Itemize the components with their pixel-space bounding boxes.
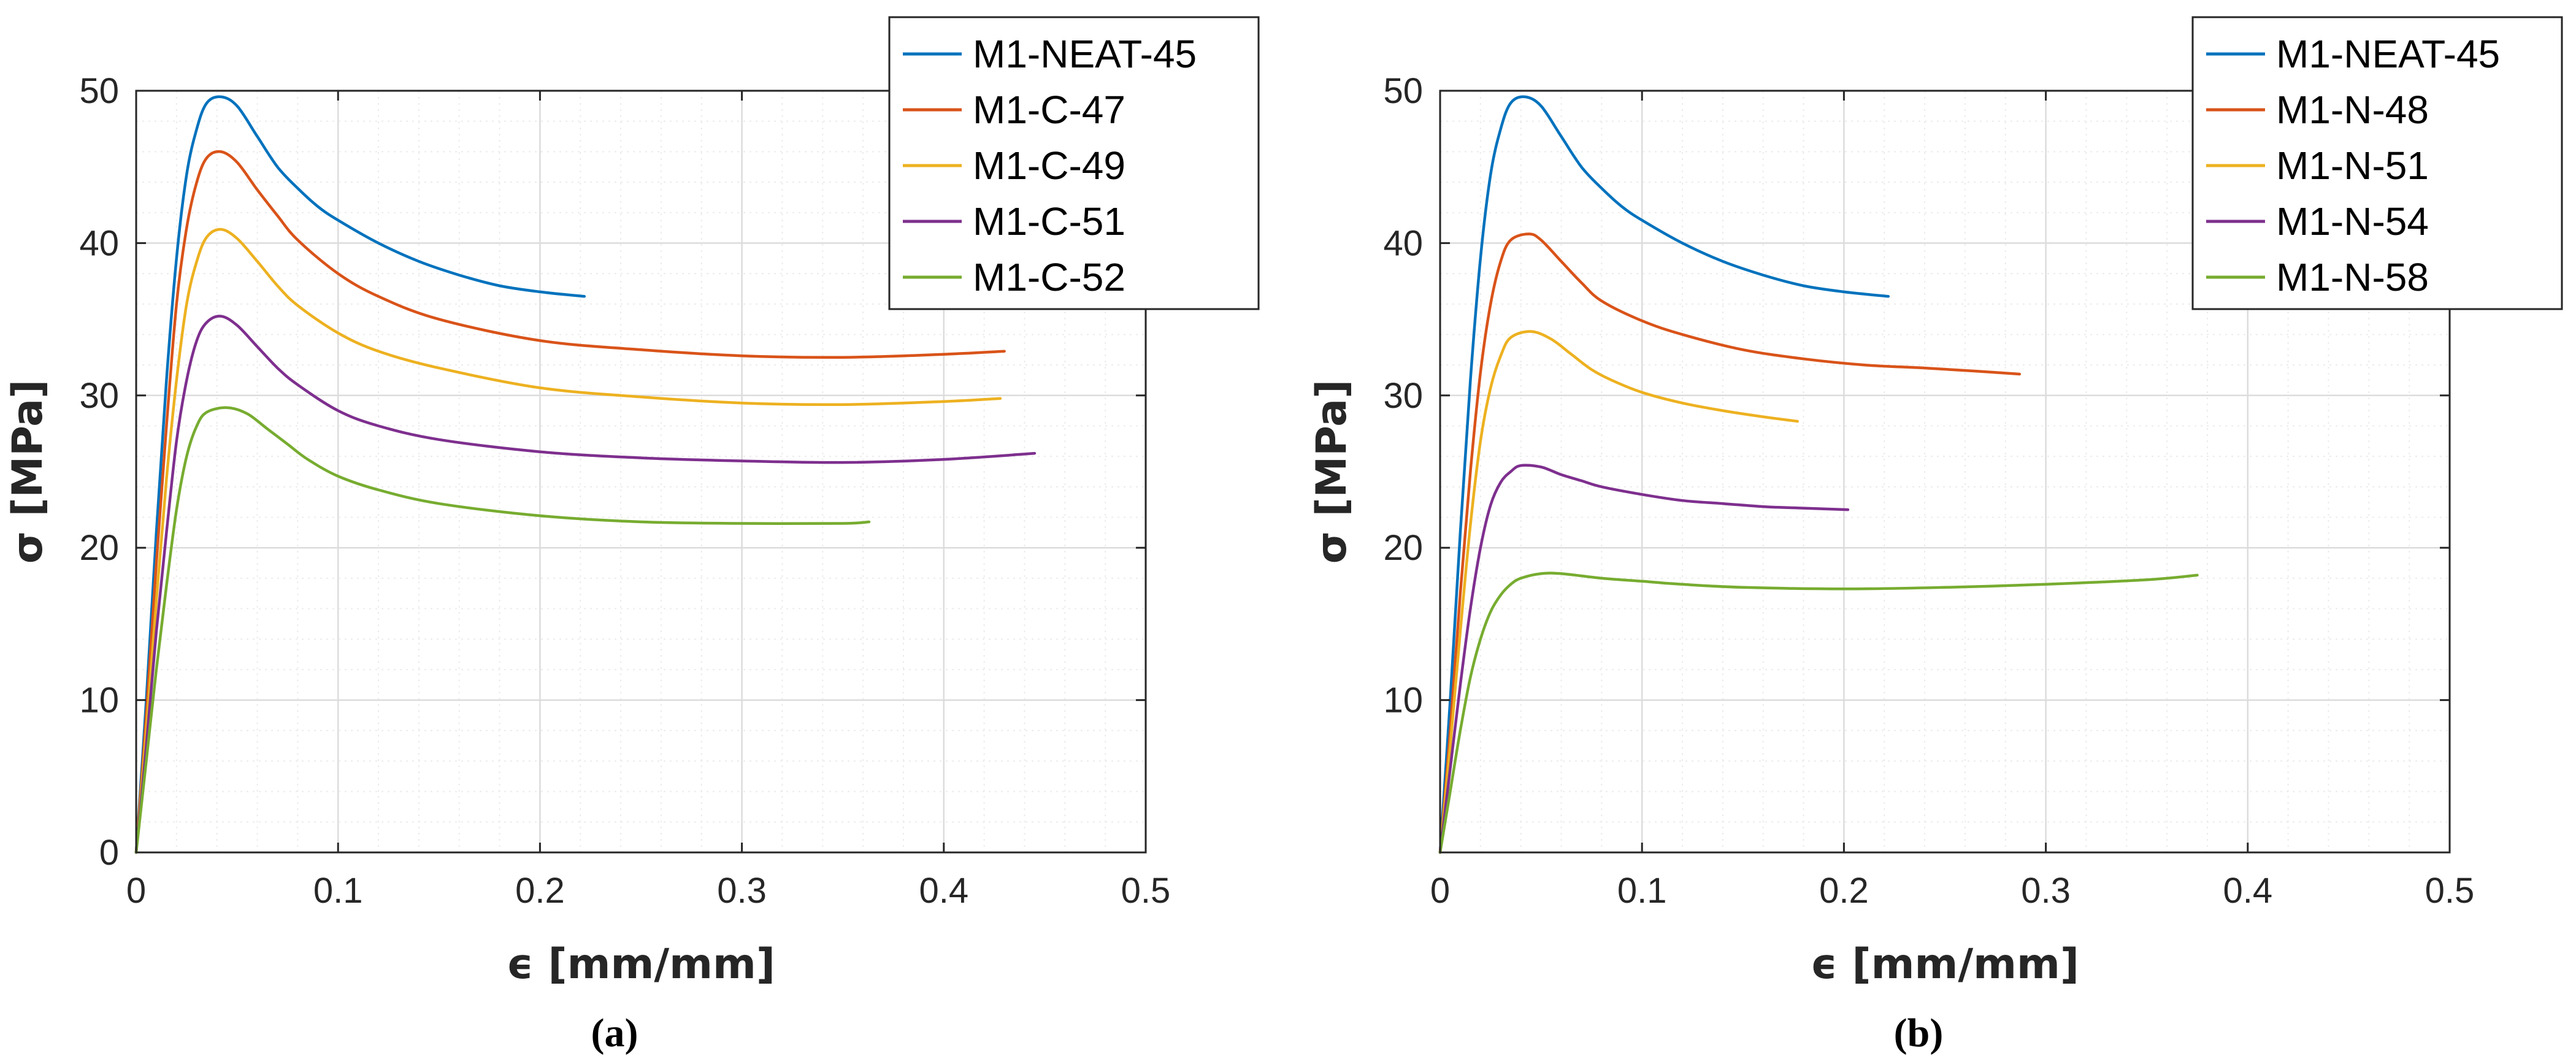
y-tick-label: 10 [79,681,119,721]
ticks: 0 0.1 0.2 0.3 0.4 0.5 0 10 20 30 40 50 [79,71,1170,911]
y-tick-label: 40 [1383,223,1423,263]
legend-box [888,16,1260,310]
x-tick-label: 0.2 [515,871,565,911]
series-line-m1-neat-45 [1438,95,1890,854]
y-tick-label: 30 [1383,376,1423,416]
panel-label: (a) [591,1011,638,1055]
legend-entry: M1-C-49 [973,144,1125,188]
x-tick-label: 0.3 [717,871,767,911]
panel-label: (b) [1894,1011,1944,1055]
series-line-m1-c-51 [134,315,1037,854]
series-lines [1438,95,2199,854]
series-line-m1-n-51 [1438,330,1799,854]
x-tick-label: 0.2 [1819,871,1869,911]
y-tick-label: 50 [1383,71,1423,111]
y-tick-label: 20 [1383,528,1423,568]
x-tick-label: 0 [1430,871,1450,911]
y-axis-label: σ [MPa] [4,380,52,564]
y-tick-label: 50 [79,71,119,111]
series-line-m1-neat-45 [134,95,586,854]
y-tick-label: 0 [99,833,119,873]
x-tick-label: 0.1 [1617,871,1667,911]
legend-entry: M1-NEAT-45 [2276,32,2500,76]
y-tick-label: 20 [79,528,119,568]
legend-entry: M1-N-48 [2276,88,2429,132]
series-line-m1-n-48 [1438,232,2022,854]
x-tick-label: 0.4 [919,871,968,911]
y-tick-label: 40 [79,223,119,263]
legend-entry: M1-N-58 [2276,255,2429,299]
y-tick-label: 10 [1383,681,1423,721]
series-line-m1-c-52 [134,406,871,854]
axes-box [135,90,1147,854]
x-axis-label: ϵ [mm/mm] [1811,940,2079,989]
x-tick-label: 0.1 [313,871,363,911]
legend-entry: M1-C-47 [973,88,1125,132]
legend-entry: M1-NEAT-45 [973,32,1197,76]
axes-box [1439,90,2451,854]
series-line-m1-c-49 [134,228,1002,854]
legend-entry: M1-N-51 [2276,144,2429,188]
chart-panel-a: 0 0.1 0.2 0.3 0.4 0.5 0 10 20 30 40 50 ϵ [mm/mm] σ … [4,16,1260,1055]
series-line-m1-c-47 [134,150,1006,854]
x-tick-label: 0.5 [2425,871,2475,911]
x-tick-label: 0.4 [2223,871,2272,911]
legend: M1-NEAT-45 M1-C-47 M1-C-49 M1-C-51 M1-C-52 [888,16,1260,310]
series-lines [134,95,1037,854]
y-tick-label: 30 [79,376,119,416]
x-tick-label: 0.3 [2021,871,2071,911]
legend-entry: M1-N-54 [2276,199,2429,243]
x-tick-label: 0.5 [1121,871,1171,911]
legend-entry: M1-C-51 [973,199,1125,243]
legend-entry: M1-C-52 [973,255,1125,299]
series-line-m1-n-54 [1438,464,1850,854]
legend: M1-NEAT-45 M1-N-48 M1-N-51 M1-N-54 M1-N-58 [2191,16,2563,310]
chart-panel-b: 0 0.1 0.2 0.3 0.4 0.5 10 20 30 40 50 ϵ [mm/mm] σ [… [1308,16,2563,1055]
x-axis-label: ϵ [mm/mm] [507,940,775,989]
ticks: 0 0.1 0.2 0.3 0.4 0.5 10 20 30 40 50 [1383,71,2474,911]
legend-box [2191,16,2563,310]
y-axis-label: σ [MPa] [1308,380,1356,564]
series-line-m1-n-58 [1438,572,2199,854]
x-tick-label: 0 [126,871,146,911]
